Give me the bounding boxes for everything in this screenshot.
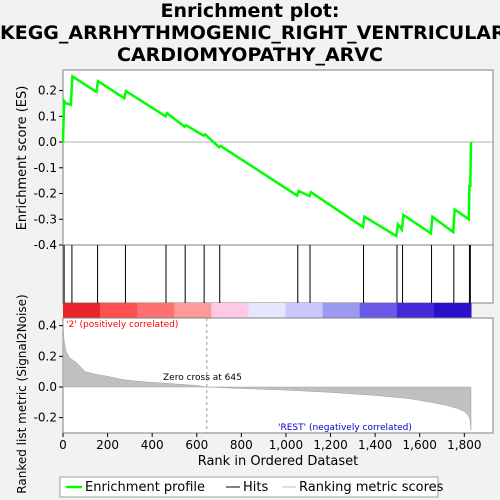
legend-label-hits: Hits xyxy=(243,480,268,495)
es-panel xyxy=(63,70,493,245)
heatmap-segment xyxy=(323,303,361,318)
x-tick-label: 1,800 xyxy=(447,438,481,452)
es-ytick-label: -0.4 xyxy=(34,238,57,252)
label-negative: 'REST' (negatively correlated) xyxy=(278,423,412,433)
heatmap-segment xyxy=(137,303,175,318)
hits-panel xyxy=(63,245,493,303)
x-tick-label: 0 xyxy=(59,438,67,452)
legend-label-metric: Ranking metric scores xyxy=(299,480,444,495)
x-tick-label: 200 xyxy=(96,438,119,452)
x-tick-label: 800 xyxy=(230,438,253,452)
es-ytick-label: -0.2 xyxy=(34,187,57,201)
metric-panel xyxy=(63,318,493,433)
heatmap-segment xyxy=(248,303,286,318)
heatmap-segment xyxy=(286,303,324,318)
es-ytick-label: 0.0 xyxy=(38,135,57,149)
heatmap-segment xyxy=(63,303,101,318)
metric-ytick-label: -0.2 xyxy=(34,411,57,425)
heatmap-segment xyxy=(397,303,435,318)
es-ytick-label: -0.1 xyxy=(34,161,57,175)
heatmap-segment xyxy=(211,303,249,318)
heatmap-segment xyxy=(174,303,212,318)
zero-cross-label: Zero cross at 645 xyxy=(163,373,242,383)
es-ytick-label: 0.2 xyxy=(38,84,57,98)
x-tick-label: 1,000 xyxy=(269,438,303,452)
x-tick-label: 1,600 xyxy=(403,438,437,452)
es-ylabel: Enrichment score (ES) xyxy=(15,86,30,231)
heatmap-segment xyxy=(360,303,398,318)
x-tick-label: 1,200 xyxy=(313,438,347,452)
x-tick-label: 1,400 xyxy=(358,438,392,452)
es-ytick-label: 0.1 xyxy=(38,109,57,123)
x-tick-label: 600 xyxy=(185,438,208,452)
x-tick-label: 400 xyxy=(141,438,164,452)
heatmap-segment xyxy=(434,303,472,318)
legend-label-profile: Enrichment profile xyxy=(85,480,205,495)
label-positive: '2' (positively correlated) xyxy=(66,320,178,330)
es-ytick-label: -0.3 xyxy=(34,212,57,226)
metric-ytick-label: 0.4 xyxy=(38,319,57,333)
heatmap-segment xyxy=(100,303,138,318)
x-axis-label: Rank in Ordered Dataset xyxy=(198,454,359,469)
metric-ytick-label: 0.2 xyxy=(38,349,57,363)
metric-ylabel: Ranked list metric (Signal2Noise) xyxy=(15,294,29,493)
metric-ytick-label: 0.0 xyxy=(38,380,57,394)
